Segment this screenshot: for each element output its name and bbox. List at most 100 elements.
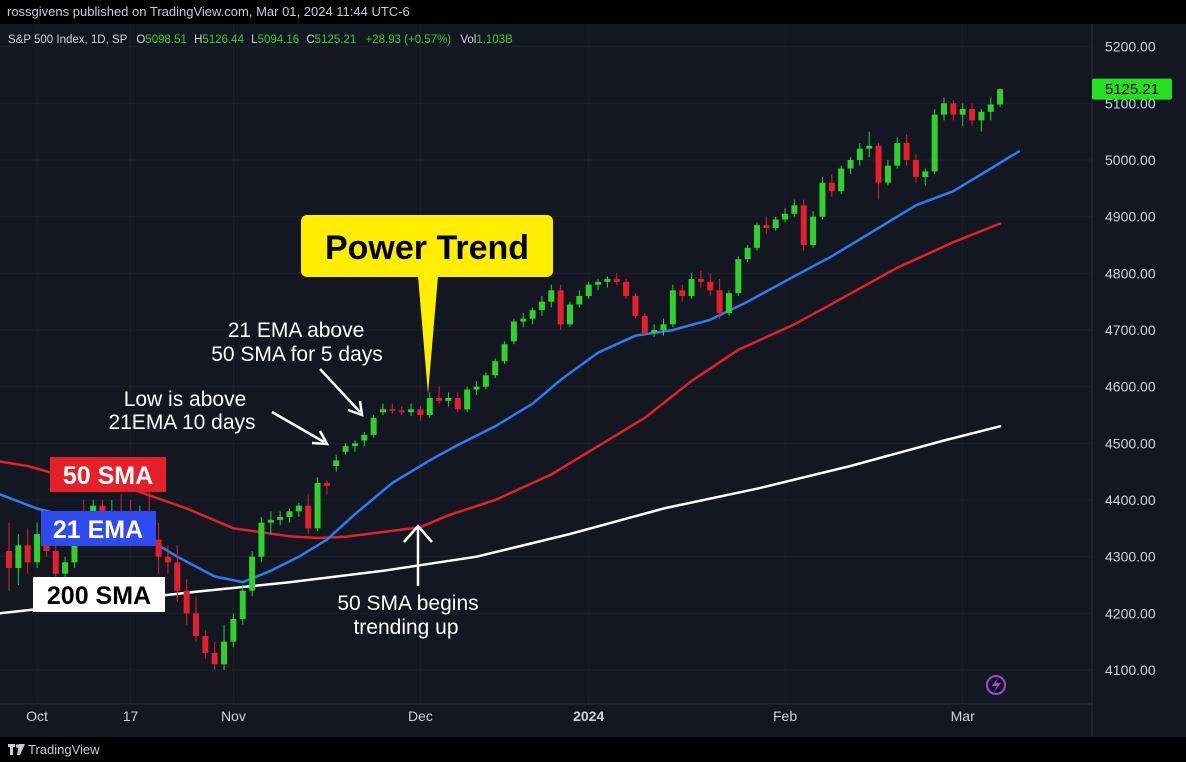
candle-body — [959, 109, 966, 115]
legend-high: 5126.44 — [202, 34, 244, 46]
candle-body — [997, 89, 1004, 105]
candle-body — [342, 446, 349, 452]
candle-body — [501, 344, 508, 362]
tradingview-brand: TradingView — [28, 742, 100, 757]
candle-body — [482, 375, 489, 387]
candle-body — [641, 315, 648, 333]
price-axis[interactable]: 5200.005100.005000.004900.004800.004700.… — [1105, 39, 1156, 678]
candle-body — [52, 551, 59, 574]
attribution-text: rossgivens published on TradingView.com,… — [7, 4, 410, 19]
annotation-sma-begins-line1: 50 SMA begins — [337, 592, 478, 615]
y-tick-label: 4100.00 — [1105, 662, 1156, 678]
candle-body — [931, 114, 938, 172]
x-tick-label: Dec — [408, 708, 433, 724]
annotation-ema-above-line2: 50 SMA for 5 days — [211, 343, 383, 366]
candle-body — [791, 205, 798, 214]
candle-body — [454, 398, 461, 410]
candle-body — [894, 143, 901, 166]
candle-body — [763, 225, 770, 228]
legend-vol-label: Vol — [460, 34, 476, 46]
candle-body — [903, 143, 910, 160]
sma50-label: 50 SMA — [50, 457, 166, 492]
candle-body — [221, 641, 228, 665]
x-tick-label: 17 — [123, 708, 139, 724]
candle-body — [277, 517, 284, 520]
candle-body — [557, 290, 564, 325]
ema21-label-text: 21 EMA — [53, 516, 143, 544]
y-tick-label: 4300.00 — [1105, 549, 1156, 565]
candle-body — [164, 556, 171, 563]
candle-body — [810, 216, 817, 245]
candle-body — [34, 534, 41, 563]
tradingview-logo-icon — [8, 744, 25, 755]
candle-body — [445, 398, 452, 401]
candle-body — [754, 225, 760, 248]
candle-body — [772, 219, 779, 228]
tradingview-lightning-icon-ring — [986, 675, 1006, 695]
attribution-bar: rossgivens published on TradingView.com,… — [0, 0, 1186, 24]
candle-body — [62, 562, 69, 574]
candle-body — [595, 281, 602, 285]
y-tick-label: 5000.00 — [1105, 152, 1156, 168]
candle-body — [884, 165, 891, 183]
x-tick-label: 2024 — [573, 708, 604, 724]
annotation-low-above-arrowhead — [311, 430, 330, 446]
sma200-label-text: 200 SMA — [47, 582, 151, 610]
legend-low: 5094.16 — [258, 34, 300, 46]
sma200-line — [0, 425, 1002, 615]
candle-body — [193, 613, 199, 636]
candle-body — [866, 145, 873, 149]
time-axis[interactable]: Oct 17 Nov Dec 2024 Feb Mar — [26, 708, 975, 724]
candle-body — [613, 279, 620, 282]
candle-body — [436, 398, 443, 401]
legend-volume: 1.103B — [476, 34, 513, 46]
ohlc-legend: S&P 500 Index, 1D, SP O5098.51 H5126.44 … — [8, 34, 513, 46]
sma50-label-bg — [50, 457, 166, 492]
annotation-ema-above-arrowhead — [347, 400, 364, 417]
price-chart[interactable]: S&P 500 Index, 1D, SP O5098.51 H5126.44 … — [0, 24, 1186, 737]
candle-body — [660, 324, 667, 330]
annotation-sma-begins: 50 SMA begins trending up — [337, 592, 478, 639]
candle-body — [950, 103, 957, 115]
candle-body — [782, 213, 789, 220]
candle-body — [239, 590, 246, 619]
candle-body — [922, 171, 929, 177]
candle-body — [249, 556, 256, 591]
y-tick-label: 4700.00 — [1105, 322, 1156, 338]
sma200-label: 200 SMA — [33, 577, 165, 612]
candle-body — [361, 434, 368, 441]
candle-body — [323, 483, 330, 486]
sma200-label-bg — [33, 577, 165, 612]
candle-body — [716, 290, 723, 313]
last-price-badge: 5125.21 — [1092, 78, 1172, 100]
chart-area[interactable]: S&P 500 Index, 1D, SP O5098.51 H5126.44 … — [0, 24, 1186, 737]
tradingview-lightning-icon[interactable] — [986, 675, 1006, 695]
candle-body — [398, 410, 405, 413]
legend-symbol: S&P 500 Index, 1D, SP — [8, 34, 128, 46]
x-tick-label: Oct — [26, 708, 48, 724]
candle-body — [295, 505, 302, 512]
x-tick-label: Feb — [773, 708, 797, 724]
candle-body — [15, 545, 22, 568]
ema21-label-bg — [41, 511, 156, 546]
tradingview-lightning-icon-bolt — [992, 678, 1001, 692]
candle-body — [669, 290, 676, 325]
tradingview-logo-stem — [10, 744, 13, 755]
tradingview-logo-wedge — [17, 744, 25, 755]
candle-body — [183, 590, 190, 614]
candle-body — [828, 182, 835, 192]
candle-body — [155, 539, 162, 557]
y-tick-label: 4400.00 — [1105, 492, 1156, 508]
candle-body — [604, 279, 611, 282]
candle-body — [417, 409, 424, 415]
candle-body — [819, 182, 826, 217]
candle-body — [632, 296, 639, 316]
candle-body — [510, 321, 517, 342]
y-tick-label: 4200.00 — [1105, 605, 1156, 621]
candle-body — [267, 519, 274, 523]
candle-body — [305, 505, 312, 529]
candle-body — [464, 389, 471, 410]
candle-body — [286, 511, 293, 517]
candle-body — [174, 562, 181, 591]
annotation-ema-above-arrow — [319, 368, 361, 413]
